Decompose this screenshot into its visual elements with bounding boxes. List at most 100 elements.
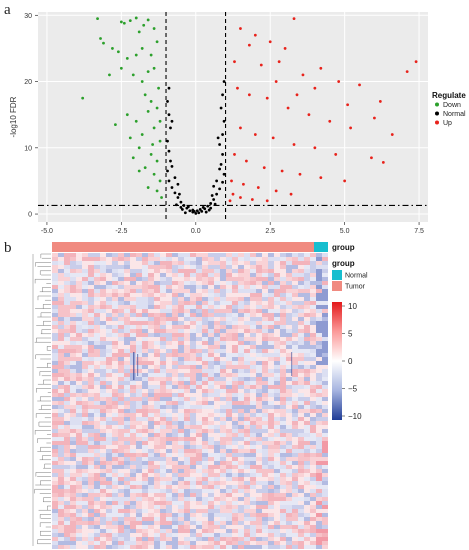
heatmap-cell	[184, 505, 190, 509]
heatmap-cell	[256, 257, 262, 261]
heatmap-cell	[298, 317, 304, 321]
heatmap-cell	[154, 261, 160, 265]
point-normal	[176, 196, 180, 199]
heatmap-cell	[178, 377, 184, 381]
heatmap-cell	[262, 437, 268, 441]
heatmap-cell	[100, 501, 106, 505]
heatmap-cell	[178, 381, 184, 385]
heatmap-cell	[190, 305, 196, 309]
heatmap-cell	[172, 421, 178, 425]
heatmap-cell	[142, 485, 148, 489]
heatmap-cell	[190, 277, 196, 281]
heatmap-cell	[64, 393, 70, 397]
heatmap-cell	[148, 477, 154, 481]
heatmap-cell	[220, 297, 226, 301]
heatmap-cell	[316, 265, 322, 269]
heatmap-cell	[322, 489, 328, 493]
heatmap-cell	[196, 525, 202, 529]
heatmap-cell	[298, 425, 304, 429]
heatmap-cell	[166, 545, 172, 549]
heatmap-cell	[142, 389, 148, 393]
heatmap-cell	[64, 505, 70, 509]
heatmap-cell	[136, 509, 142, 513]
heatmap-cell	[286, 545, 292, 549]
heatmap-cell	[250, 325, 256, 329]
point-down	[151, 143, 155, 146]
heatmap-cell	[196, 357, 202, 361]
heatmap-cell	[292, 381, 298, 385]
heatmap-cell	[166, 425, 172, 429]
heatmap-cell	[136, 261, 142, 265]
heatmap-cell	[220, 309, 226, 313]
heatmap-cell	[256, 369, 262, 373]
heatmap-cell	[286, 309, 292, 313]
heatmap-cell	[166, 381, 172, 385]
heatmap-cell	[100, 325, 106, 329]
heatmap-cell	[316, 473, 322, 477]
heatmap-cell	[268, 401, 274, 405]
heatmap-cell	[148, 269, 154, 273]
heatmap-cell	[94, 313, 100, 317]
x-tick-labels: -5.0 -2.5 0.0 2.5 5.0 7.5	[41, 222, 424, 235]
heatmap-cell	[184, 365, 190, 369]
heatmap-cell	[178, 509, 184, 513]
heatmap-cell	[304, 261, 310, 265]
heatmap-cell	[100, 409, 106, 413]
heatmap-cell	[208, 389, 214, 393]
heatmap-cell	[178, 277, 184, 281]
point-normal	[167, 86, 171, 90]
heatmap-cell	[322, 313, 328, 317]
heatmap-cell	[184, 369, 190, 373]
heatmap-cell	[250, 357, 256, 361]
heatmap-cell	[112, 445, 118, 449]
heatmap-cell	[268, 493, 274, 497]
heatmap-cell	[136, 421, 142, 425]
heatmap-cell	[88, 353, 94, 357]
heatmap-cell	[94, 297, 100, 301]
heatmap-cell	[184, 409, 190, 413]
heatmap-cell	[292, 393, 298, 397]
heatmap-cell	[184, 401, 190, 405]
heatmap-cell	[310, 357, 316, 361]
heatmap-cell	[58, 457, 64, 461]
heatmap-cell	[298, 369, 304, 373]
heatmap-cell	[118, 297, 124, 301]
heatmap-cell	[142, 517, 148, 521]
heatmap-cell	[292, 525, 298, 529]
heatmap-cell	[100, 277, 106, 281]
heatmap-cell	[274, 505, 280, 509]
heatmap-cell	[76, 545, 82, 549]
heatmap-cell	[82, 413, 88, 417]
heatmap-cell	[178, 393, 184, 397]
heatmap-cell	[226, 373, 232, 377]
heatmap-cell	[226, 401, 232, 405]
heatmap-cell	[196, 485, 202, 489]
heatmap-cell	[172, 429, 178, 433]
heatmap-cell	[220, 449, 226, 453]
heatmap-cell	[106, 305, 112, 309]
heatmap-cell	[70, 349, 76, 353]
heatmap-cell	[166, 389, 172, 393]
heatmap-cell	[262, 469, 268, 473]
point-normal	[221, 133, 224, 136]
heatmap-cell	[58, 353, 64, 357]
heatmap-cell	[286, 441, 292, 445]
heatmap-cell	[262, 457, 268, 461]
heatmap-cell	[196, 261, 202, 265]
heatmap-cell	[184, 321, 190, 325]
heatmap-cell	[208, 429, 214, 433]
heatmap-cell	[118, 289, 124, 293]
heatmap-cell	[280, 301, 286, 305]
heatmap-cell	[118, 501, 124, 505]
heatmap-cell	[250, 305, 256, 309]
heatmap-cell	[166, 433, 172, 437]
heatmap-cell	[172, 329, 178, 333]
heatmap-cell	[304, 509, 310, 513]
heatmap-cell	[274, 325, 280, 329]
point-up	[271, 136, 275, 140]
heatmap-cell	[106, 393, 112, 397]
heatmap-cell	[232, 321, 238, 325]
heatmap-cell	[322, 301, 328, 305]
heatmap-cell	[238, 341, 244, 345]
heatmap-cell	[130, 441, 136, 445]
